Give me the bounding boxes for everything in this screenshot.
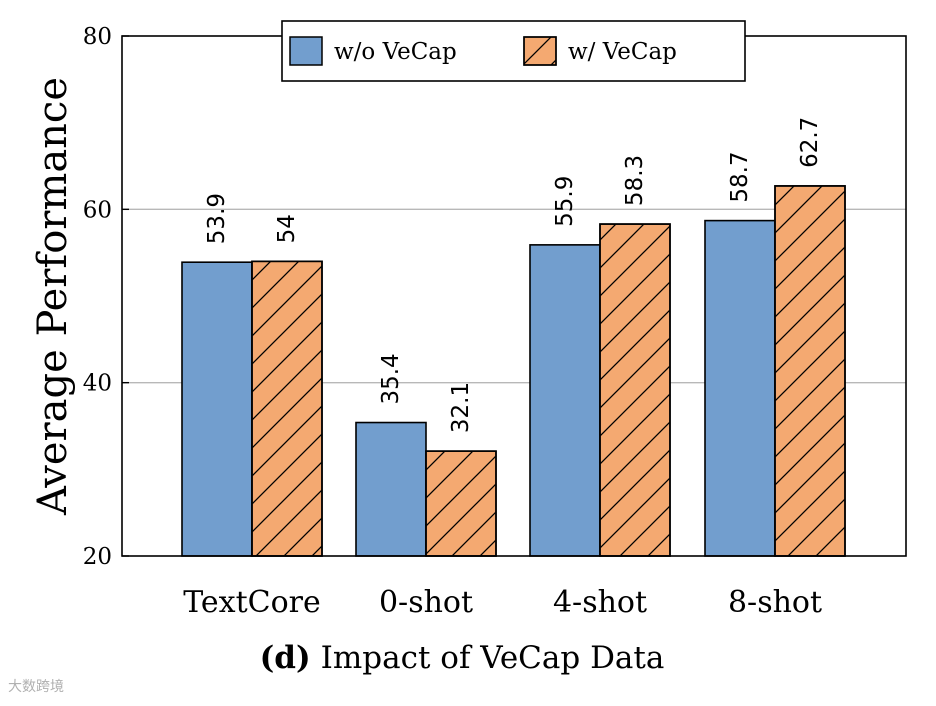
bars xyxy=(181,185,846,557)
y-tick-label: 40 xyxy=(83,371,112,397)
data-label: 54 xyxy=(274,214,300,243)
data-label: 58.7 xyxy=(727,151,753,202)
bar-without-vecap xyxy=(181,261,253,557)
legend-swatch-without-vecap xyxy=(289,36,323,66)
y-tick-label: 20 xyxy=(83,544,112,570)
legend-label-without-vecap: w/o VeCap xyxy=(334,39,457,65)
x-tick-label: 8-shot xyxy=(728,585,822,620)
data-label: 62.7 xyxy=(797,117,823,168)
x-tick-label: 4-shot xyxy=(553,585,647,620)
y-axis-label: Average Performance xyxy=(30,77,76,516)
data-label: 32.1 xyxy=(448,382,474,433)
y-tick-label: 60 xyxy=(83,197,112,223)
data-label: 53.9 xyxy=(204,193,230,244)
x-axis-tick-labels: TextCore 0-shot 4-shot 8-shot xyxy=(183,585,822,620)
chart-caption: (d) Impact of VeCap Data xyxy=(260,640,665,676)
x-tick-label: TextCore xyxy=(183,585,321,620)
y-tick-label: 80 xyxy=(83,24,112,50)
bar-without-vecap xyxy=(355,421,427,557)
caption-prefix: (d) xyxy=(260,640,311,676)
data-label: 58.3 xyxy=(622,155,648,206)
bar-with-vecap-hatch xyxy=(599,223,671,557)
bar-without-vecap xyxy=(704,219,776,557)
legend: w/o VeCap w/ VeCap xyxy=(281,20,746,82)
caption-text: Impact of VeCap Data xyxy=(321,640,665,676)
legend-label-with-vecap: w/ VeCap xyxy=(568,39,677,65)
bar-with-vecap-hatch xyxy=(425,450,497,557)
watermark-text: 大数跨境 xyxy=(8,679,64,695)
bar-without-vecap xyxy=(529,244,601,557)
x-tick-label: 0-shot xyxy=(379,585,473,620)
bar-with-vecap-hatch xyxy=(251,260,323,557)
legend-swatch-hatch xyxy=(523,36,557,66)
data-labels: 53.9 54 35.4 32.1 55.9 58.3 58.7 62.7 xyxy=(204,117,823,433)
legend-box xyxy=(281,20,746,82)
y-axis-ticks: 20 40 60 80 xyxy=(83,24,129,570)
data-label: 55.9 xyxy=(552,176,578,227)
data-label: 35.4 xyxy=(378,353,404,404)
bar-with-vecap-hatch xyxy=(774,185,846,557)
